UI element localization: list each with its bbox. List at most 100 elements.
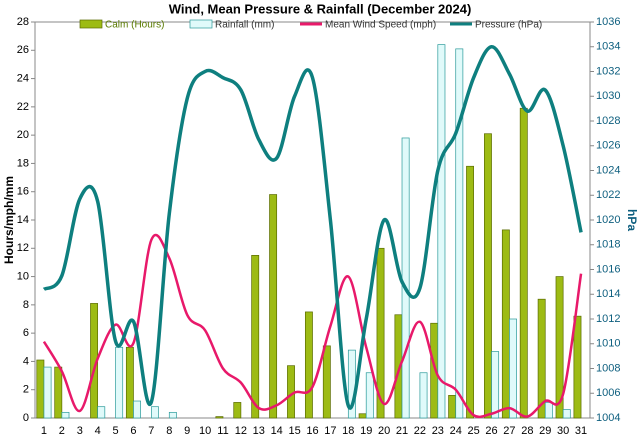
bar (43, 366, 52, 419)
bar (509, 318, 517, 419)
x-tick-label: 9 (184, 425, 190, 437)
x-tick-label: 21 (396, 425, 408, 437)
bar (251, 255, 260, 419)
bar (555, 276, 564, 419)
bar (36, 359, 45, 419)
y-tick-label: 22 (17, 101, 29, 113)
y-tick-label: 20 (17, 129, 29, 141)
x-tick-label: 13 (253, 425, 265, 437)
bar (365, 372, 374, 419)
bar (519, 107, 528, 419)
y2-tick-label: 1026 (596, 140, 620, 152)
line (42, 233, 583, 419)
x-tick-label: 18 (342, 425, 354, 437)
legend-swatch (79, 19, 103, 29)
bar (358, 413, 367, 419)
x-tick-label: 14 (271, 425, 283, 437)
y2-tick-label: 1004 (596, 412, 620, 424)
y-tick-label: 8 (23, 299, 29, 311)
y2-tick-label: 1032 (596, 65, 620, 77)
legend-label: Mean Wind Speed (mph) (325, 20, 436, 31)
legend-label: Rainfall (mm) (215, 20, 274, 31)
x-tick-label: 26 (485, 425, 497, 437)
bar (61, 411, 70, 419)
bar (168, 411, 177, 419)
x-tick-label: 23 (432, 425, 444, 437)
x-tick-label: 29 (539, 425, 551, 437)
x-tick-label: 16 (306, 425, 318, 437)
x-tick-label: 31 (575, 425, 587, 437)
x-tick-label: 22 (414, 425, 426, 437)
y2-tick-label: 1012 (596, 313, 620, 325)
y-tick-label: 2 (23, 384, 29, 396)
y-axis-label: Hours/mph/mm (2, 176, 16, 264)
bar (455, 48, 464, 419)
y-tick-label: 14 (17, 214, 29, 226)
legend-label: Pressure (hPa) (475, 20, 542, 31)
bar (215, 416, 224, 419)
bar (133, 400, 141, 419)
x-tick-label: 8 (166, 425, 172, 437)
y2-tick-label: 1006 (596, 387, 620, 399)
y2-tick-label: 1014 (596, 288, 620, 300)
x-tick-label: 17 (324, 425, 336, 437)
x-tick-label: 20 (378, 425, 390, 437)
bar (419, 372, 428, 419)
x-tick-label: 1 (41, 425, 47, 437)
bar (501, 229, 510, 419)
y2-tick-label: 1034 (596, 41, 620, 53)
bar (562, 409, 571, 419)
bar (448, 395, 457, 419)
legend-label: Calm (Hours) (105, 20, 164, 31)
y2-tick-label: 1030 (596, 90, 620, 102)
bar (537, 298, 546, 419)
bar (125, 346, 134, 419)
bar (544, 402, 553, 419)
y-tick-label: 18 (17, 157, 29, 169)
y-tick-label: 6 (23, 327, 29, 339)
y-tick-label: 24 (17, 72, 29, 84)
x-tick-label: 5 (113, 425, 119, 437)
x-tick-label: 27 (503, 425, 515, 437)
y-tick-label: 28 (17, 16, 29, 28)
x-tick-label: 12 (235, 425, 247, 437)
bar (304, 311, 313, 419)
legend-swatch (189, 19, 213, 29)
y2-axis-label: hPa (625, 209, 639, 231)
x-tick-label: 3 (77, 425, 83, 437)
x-tick-label: 7 (148, 425, 154, 437)
x-tick-label: 4 (95, 425, 101, 437)
x-tick-label: 6 (130, 425, 136, 437)
bar (151, 406, 159, 419)
x-tick-label: 15 (288, 425, 300, 437)
y-tick-label: 10 (17, 270, 29, 282)
x-tick-label: 19 (360, 425, 372, 437)
bar (437, 44, 446, 419)
line (42, 45, 583, 410)
y2-tick-label: 1028 (596, 115, 620, 127)
y2-tick-label: 1024 (596, 164, 620, 176)
bar (115, 346, 124, 419)
y-tick-label: 12 (17, 242, 29, 254)
y2-tick-label: 1016 (596, 263, 620, 275)
bar (491, 351, 500, 419)
x-tick-label: 11 (217, 425, 228, 437)
bar (484, 133, 492, 419)
y-tick-label: 26 (17, 44, 29, 56)
bar (269, 194, 278, 419)
chart-title: Wind, Mean Pressure & Rainfall (December… (169, 1, 472, 16)
x-tick-label: 2 (59, 425, 65, 437)
bar (233, 402, 242, 419)
x-tick-label: 25 (468, 425, 480, 437)
bar (54, 366, 63, 419)
bar (97, 406, 106, 419)
x-tick-label: 10 (199, 425, 211, 437)
x-tick-label: 30 (557, 425, 569, 437)
y2-tick-label: 1020 (596, 214, 620, 226)
bar (573, 315, 582, 419)
y-tick-label: 4 (23, 355, 29, 367)
y2-tick-label: 1018 (596, 239, 620, 251)
y2-tick-label: 1036 (596, 16, 620, 28)
y2-tick-label: 1022 (596, 189, 620, 201)
